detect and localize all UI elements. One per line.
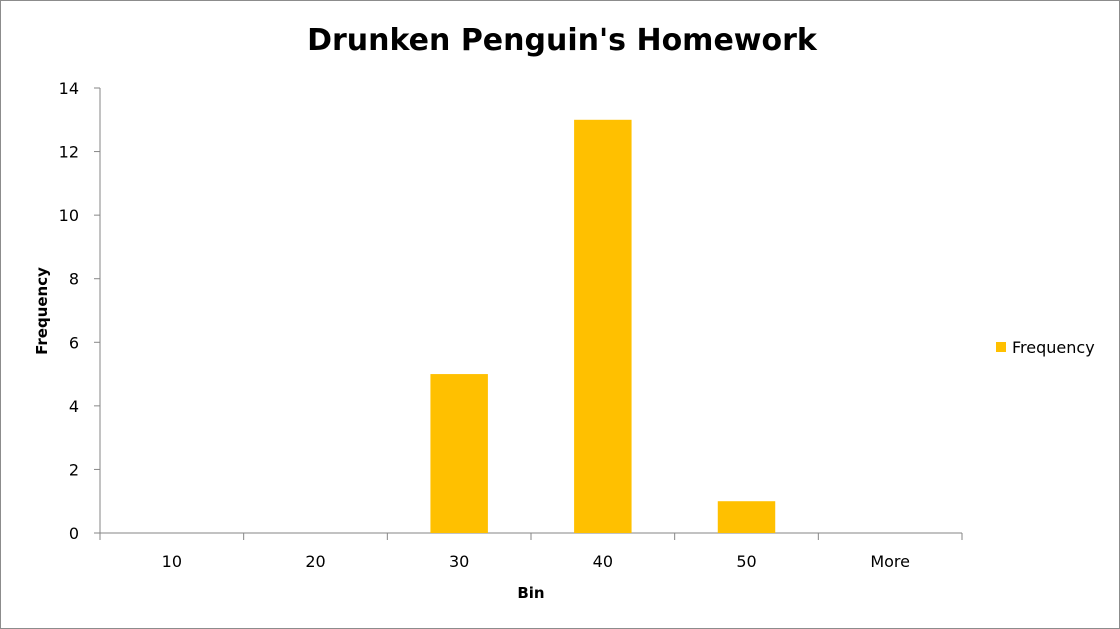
legend: Frequency <box>996 338 1095 357</box>
bar-series <box>430 119 776 534</box>
y-tick-label: 12 <box>59 143 79 162</box>
x-axis: 10 20 30 40 50 More <box>99 532 963 571</box>
chart-title: Drunken Penguin's Homework <box>307 23 818 58</box>
y-tick-label: 8 <box>69 270 79 289</box>
legend-label: Frequency <box>1012 338 1095 357</box>
y-tick-label: 14 <box>59 79 79 98</box>
x-tick-label: More <box>870 552 910 571</box>
y-tick-label: 0 <box>69 524 79 543</box>
x-tick-label: 20 <box>305 552 325 571</box>
y-tick-label: 4 <box>69 397 79 416</box>
bar-30 <box>430 374 488 533</box>
x-tick-label: 30 <box>449 552 469 571</box>
x-tick-label: 40 <box>593 552 613 571</box>
y-axis-title: Frequency <box>33 267 51 355</box>
y-tick-label: 2 <box>69 460 79 479</box>
bar-50 <box>717 501 776 533</box>
y-axis: 0 2 4 6 8 10 12 14 <box>59 79 101 543</box>
legend-swatch <box>996 342 1006 352</box>
x-tick-label: 50 <box>736 552 756 571</box>
y-tick-label: 10 <box>59 206 79 225</box>
x-tick-label: 10 <box>162 552 182 571</box>
bar-40 <box>574 119 632 534</box>
y-tick-label: 6 <box>69 333 79 352</box>
x-axis-title: Bin <box>517 584 544 602</box>
